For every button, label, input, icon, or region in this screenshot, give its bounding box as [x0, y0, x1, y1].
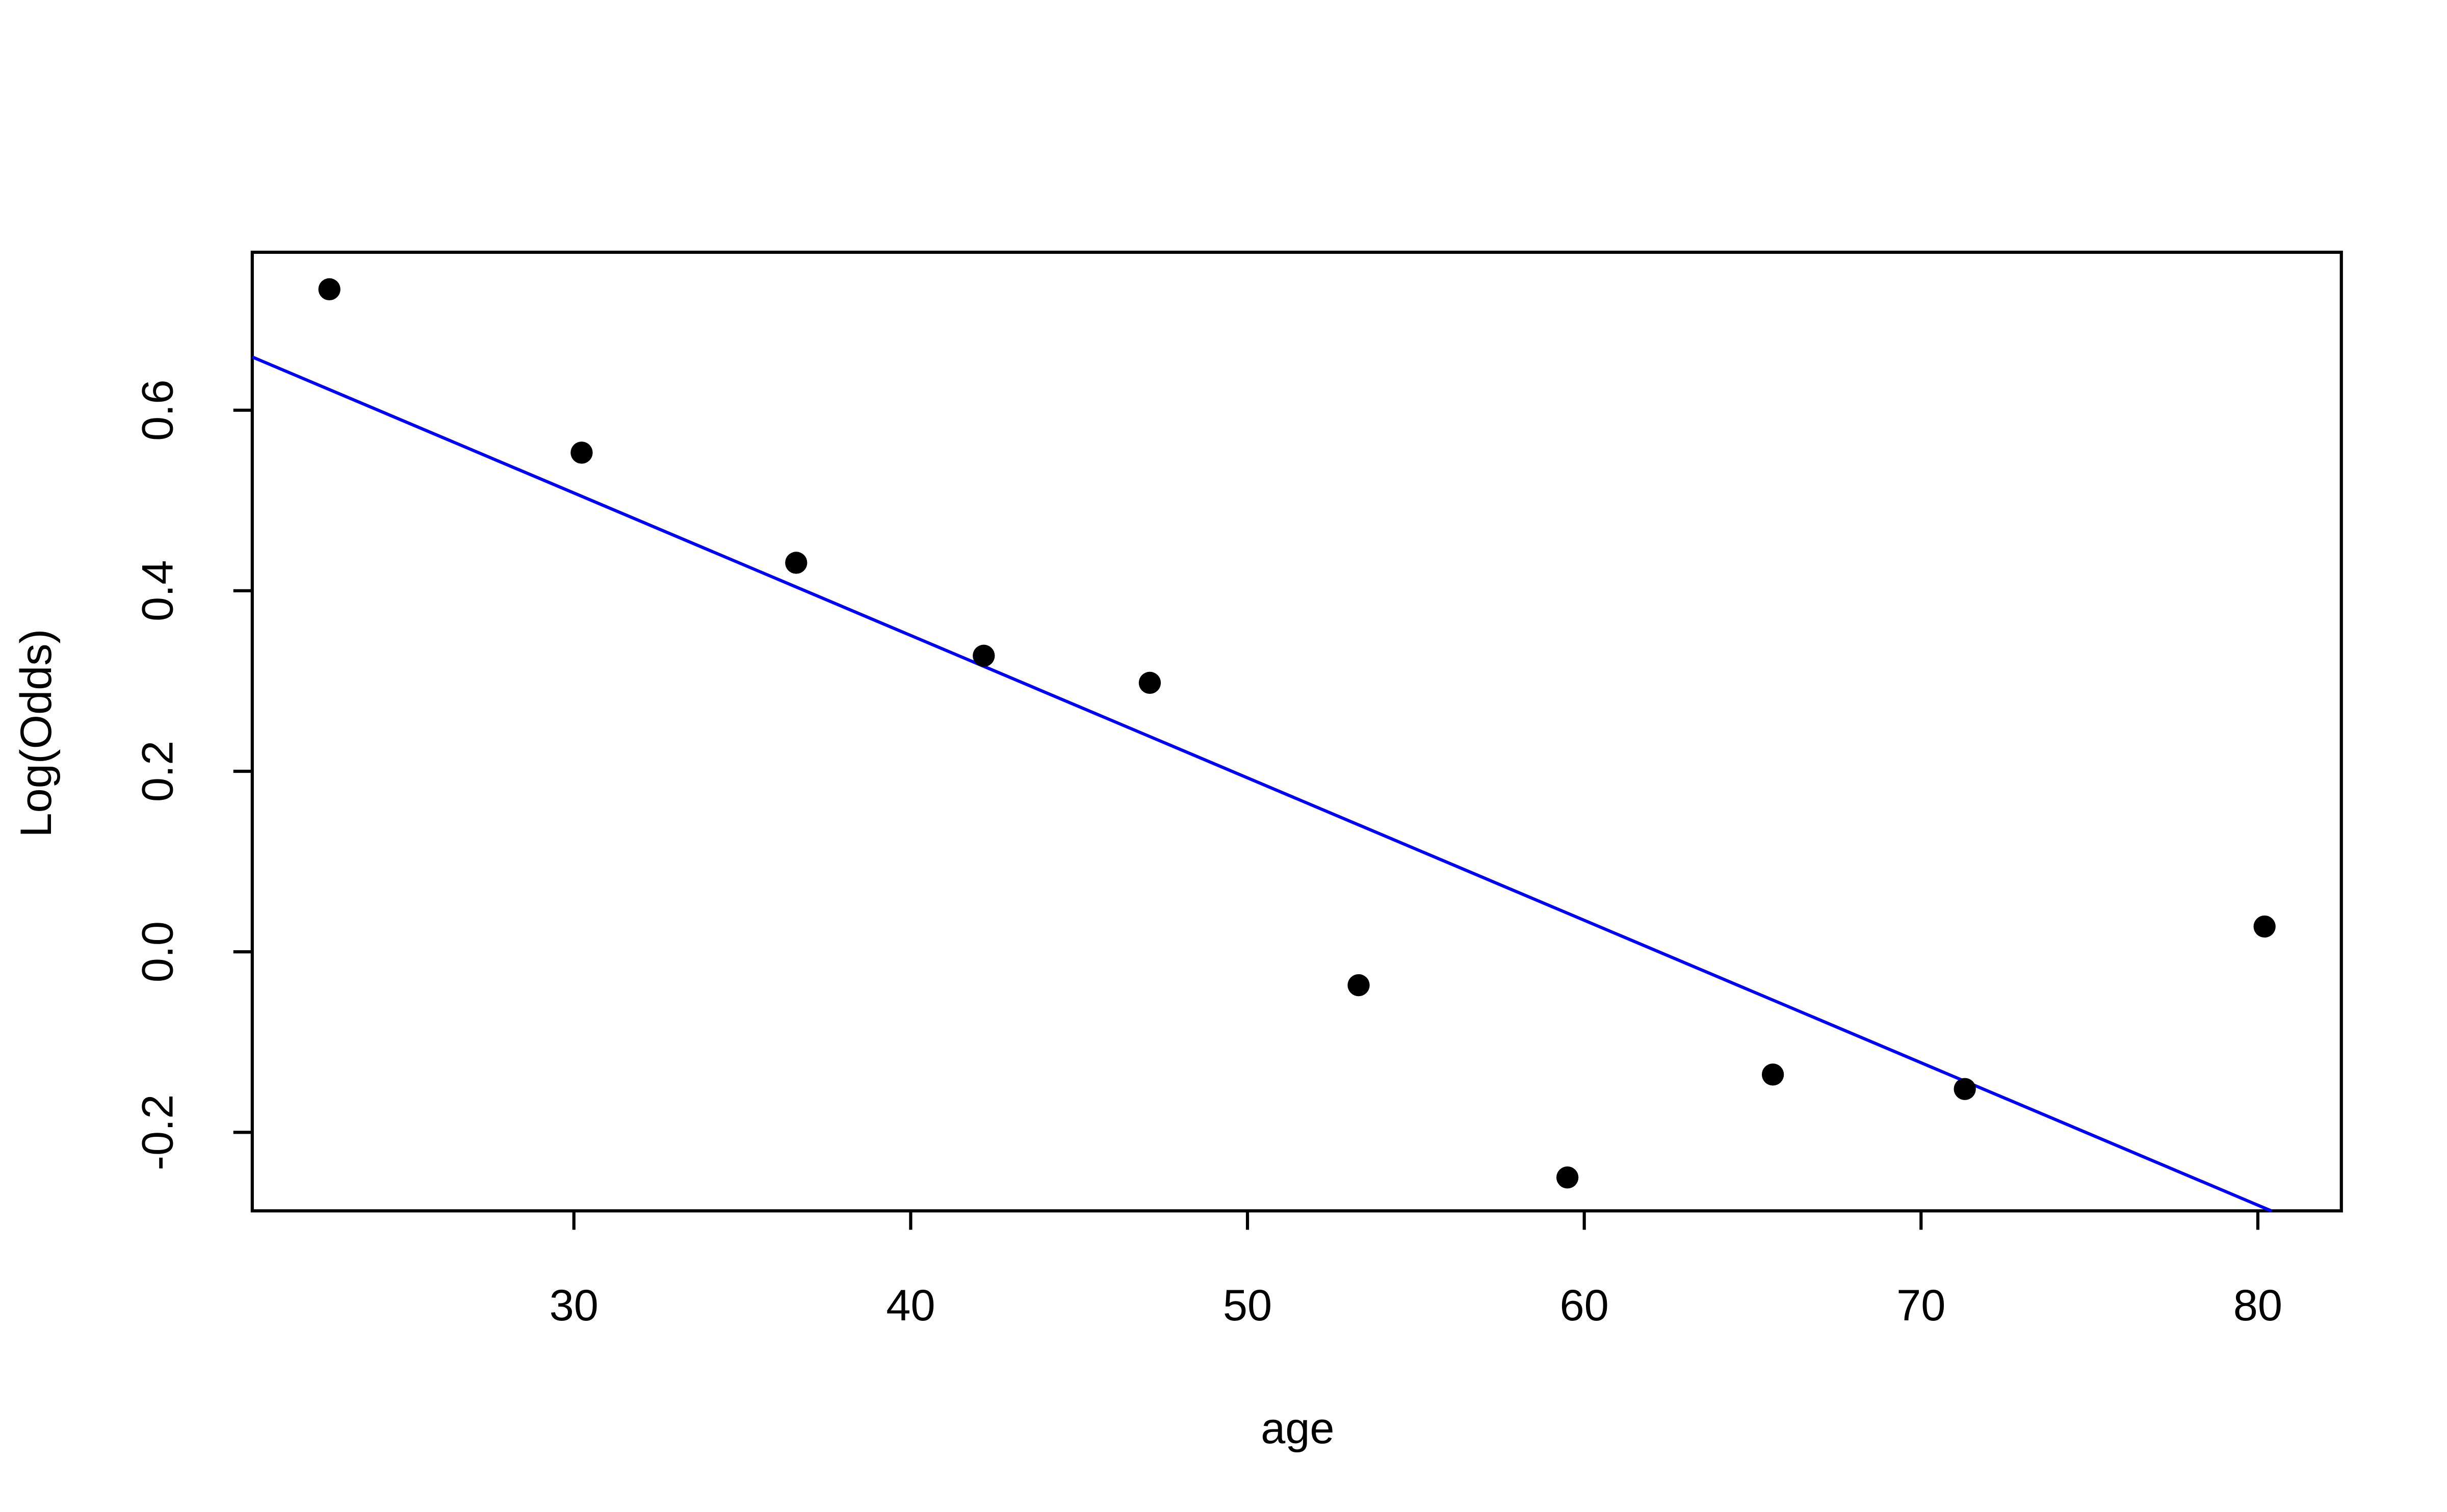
point [973, 644, 995, 667]
plot-frame [250, 250, 2343, 1213]
point [785, 552, 808, 574]
y-tick-label: -0.2 [133, 1094, 182, 1170]
point [570, 441, 593, 464]
point [318, 278, 341, 301]
point [1954, 1078, 1976, 1100]
x-tick-label: 80 [2233, 1281, 2282, 1330]
x-tick-label: 40 [886, 1281, 935, 1330]
x-axis-title: age [1261, 1404, 1334, 1453]
y-tick-label: 0.6 [133, 380, 182, 441]
y-axis-title: Log(Odds) [12, 629, 61, 838]
x-tick-label: 60 [1560, 1281, 1609, 1330]
fit-line [251, 355, 2272, 1213]
x-tick-label: 30 [550, 1281, 598, 1330]
x-tick-label: 70 [1896, 1281, 1945, 1330]
y-tick-label: 0.2 [133, 741, 182, 802]
x-tick-label: 50 [1223, 1281, 1272, 1330]
y-tick-label: 0.0 [133, 921, 182, 982]
point [1138, 671, 1161, 694]
point [2253, 915, 2276, 938]
y-tick-label: 0.4 [133, 560, 182, 621]
point [1556, 1166, 1579, 1189]
point [1761, 1063, 1784, 1086]
point [1347, 974, 1370, 997]
